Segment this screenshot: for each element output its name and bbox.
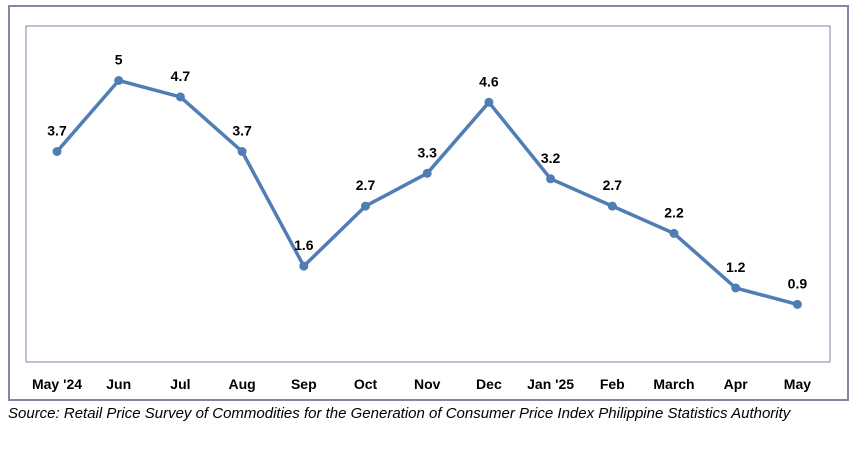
x-tick-label: Nov: [414, 376, 441, 392]
data-label: 2.7: [356, 177, 376, 193]
data-point: [114, 76, 124, 85]
source-caption: Source: Retail Price Survey of Commoditi…: [8, 405, 791, 422]
data-point: [607, 201, 617, 211]
x-tick-label: Jun: [106, 376, 131, 392]
x-tick-label: Oct: [354, 376, 378, 392]
data-labels-group: 3.7 5 4.7 3.7 1.6 2.7 3.3 4.6 3.2 2.7 2.2 1.2 0.9: [47, 52, 807, 292]
x-tick-label: Jan '25: [527, 376, 574, 392]
data-label: 4.6: [479, 73, 499, 89]
data-label: 2.7: [603, 177, 623, 193]
x-axis-tick-labels: May '24 Jun Jul Aug Sep Oct Nov Dec Jan '25 Feb Ma…: [32, 376, 811, 392]
chart-figure: 3.7 5 4.7 3.7 1.6 2.7 3.3 4.6 3.2 2.7 2.2 1.2 0.9 Ma…: [8, 5, 849, 401]
data-point: [792, 299, 802, 309]
data-point: [361, 201, 370, 211]
x-tick-label: Aug: [228, 376, 255, 392]
x-tick-label: Feb: [600, 376, 625, 392]
series-line: [55, 78, 798, 307]
data-label: 5: [115, 52, 123, 68]
data-point: [52, 147, 62, 156]
x-tick-label: Jul: [170, 376, 190, 392]
x-tick-label: May: [784, 376, 811, 392]
data-label: 1.6: [294, 237, 314, 253]
data-point: [175, 92, 185, 102]
data-point: [669, 228, 679, 238]
data-point: [237, 147, 247, 156]
x-tick-label: March: [653, 376, 694, 392]
x-tick-label: May '24: [32, 376, 82, 392]
data-label: 1.2: [726, 259, 746, 275]
series-group: [52, 76, 802, 309]
data-point: [731, 283, 741, 293]
data-label: 2.2: [664, 204, 684, 220]
data-label: 4.7: [171, 68, 191, 84]
data-label: 0.9: [788, 275, 808, 291]
data-point: [299, 261, 309, 271]
line-chart: 3.7 5 4.7 3.7 1.6 2.7 3.3 4.6 3.2 2.7 2.2 1.2 0.9 Ma…: [25, 25, 831, 392]
data-label: 3.2: [541, 150, 561, 166]
data-label: 3.3: [417, 144, 437, 160]
x-tick-label: Apr: [724, 376, 749, 392]
x-tick-label: Sep: [291, 376, 317, 392]
x-tick-label: Dec: [476, 376, 502, 392]
data-label: 3.7: [47, 123, 67, 139]
data-point: [546, 174, 556, 184]
data-point: [422, 168, 432, 178]
plot-area: [25, 25, 831, 363]
data-point: [484, 97, 494, 107]
data-label: 3.7: [232, 123, 252, 139]
